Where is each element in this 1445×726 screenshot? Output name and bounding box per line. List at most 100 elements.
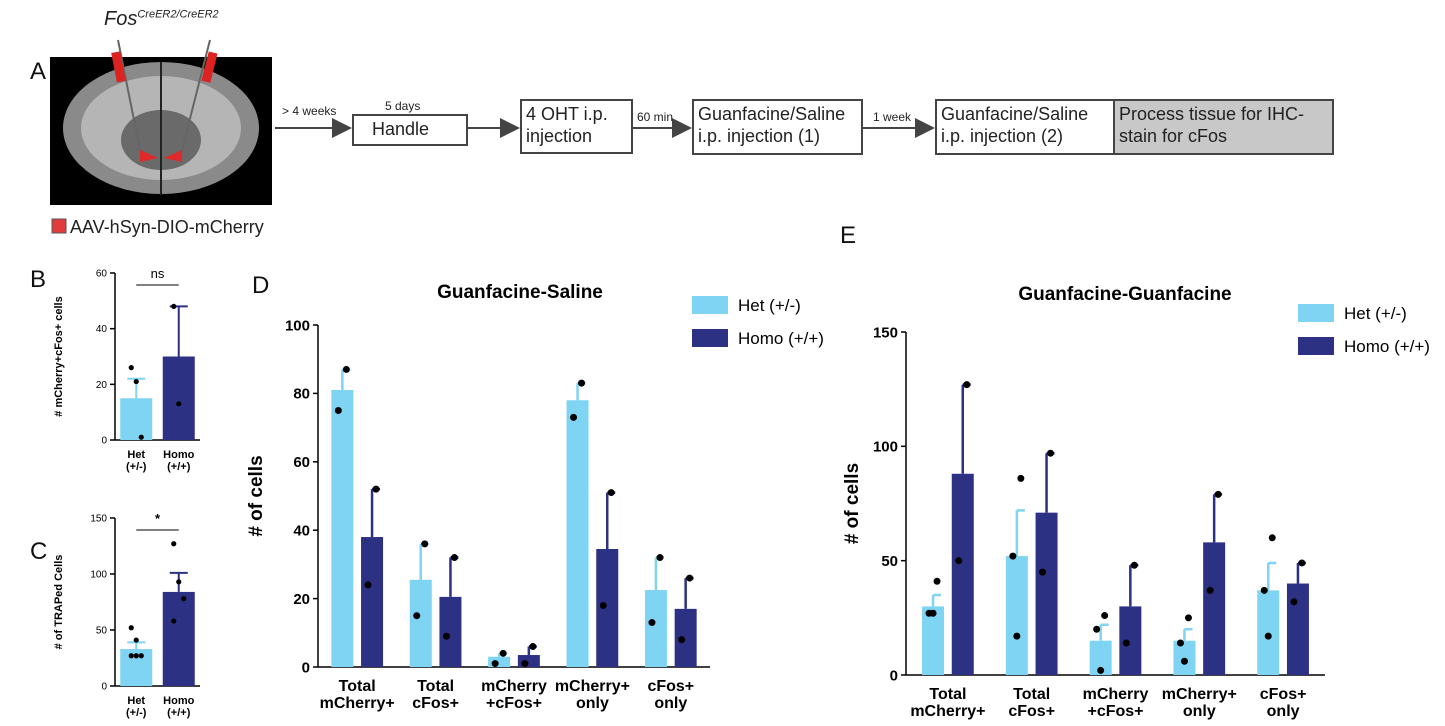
panel-label: D [252, 272, 270, 299]
step-box: Handle [352, 114, 468, 146]
error-bar [1045, 451, 1055, 513]
y-tick-label: 80 [293, 386, 310, 403]
data-point [128, 625, 134, 631]
data-point [138, 653, 144, 659]
y-tick-label: 150 [90, 514, 107, 525]
data-point [529, 642, 537, 650]
bar [566, 400, 589, 667]
data-point [1260, 586, 1268, 594]
data-point [413, 612, 421, 620]
error-bar [449, 556, 459, 597]
bar [922, 606, 945, 675]
injection-site [140, 150, 158, 162]
needle [117, 39, 141, 151]
bar [1035, 512, 1058, 675]
error-bar [931, 593, 942, 607]
data-point [1180, 657, 1188, 665]
error-bar [961, 383, 971, 474]
data-point [1039, 568, 1047, 576]
x-tick-label: mCherry+ only [555, 678, 630, 712]
step-box: Process tissue for IHC-stain for cFos [1113, 99, 1334, 155]
y-tick-label: 100 [90, 570, 107, 581]
syringe [201, 51, 218, 83]
data-point [963, 381, 971, 389]
error-bar [684, 576, 694, 609]
data-point [128, 653, 134, 659]
diagram [50, 39, 935, 234]
significance: ns [151, 266, 165, 281]
y-axis-label: # of TRAPed Cells [53, 555, 65, 650]
bar [951, 473, 974, 675]
error-bar [127, 641, 146, 650]
error-bar [1129, 563, 1139, 607]
error-bar [370, 487, 381, 538]
x-tick-label: Total mCherry+ [910, 686, 985, 720]
bar [162, 591, 195, 686]
data-point [1290, 598, 1298, 606]
bar [331, 389, 354, 667]
mouse-genotype: CreER2/CreER2 [137, 8, 219, 21]
mouse-gene: Fos [104, 8, 138, 30]
data-point [678, 636, 686, 644]
x-tick-label: mCherry +cFos+ [1083, 686, 1149, 720]
mouse-label: FosCreER2/CreER2 [104, 8, 219, 31]
chart-title: Guanfacine-Saline [437, 282, 603, 303]
data-point [176, 579, 182, 585]
data-point [933, 577, 941, 585]
data-point [1184, 614, 1192, 622]
data-point [1097, 666, 1105, 674]
error-bar [419, 542, 429, 580]
data-point [128, 365, 134, 371]
panel-label: B [30, 266, 47, 293]
data-point [491, 660, 499, 668]
data-point [133, 653, 139, 659]
needle [181, 39, 211, 151]
data-point [599, 601, 607, 609]
bar [1005, 556, 1028, 675]
data-point [421, 540, 429, 548]
legend-label: Homo (+/+) [1344, 337, 1430, 356]
data-point [1206, 586, 1214, 594]
data-point [133, 378, 139, 385]
arrow-label: > 4 weeks [282, 104, 337, 118]
x-tick-label: Homo (+/+) [163, 695, 194, 719]
data-point [1047, 449, 1055, 457]
x-tick-label: mCherry+ only [1162, 686, 1237, 720]
data-point [521, 660, 529, 668]
bar [120, 398, 153, 440]
data-point [1101, 612, 1109, 620]
legend-label: Homo (+/+) [738, 329, 824, 348]
data-point [1298, 559, 1306, 567]
error-bar [1267, 561, 1277, 591]
x-tick-label: cFos+ only [1260, 686, 1307, 720]
data-point [499, 649, 507, 657]
data-point [1009, 552, 1017, 560]
step-box: Guanfacine/Saline i.p. injection (2) [935, 99, 1115, 155]
bar [596, 549, 619, 667]
data-point [648, 619, 656, 627]
y-tick-label: 20 [293, 591, 310, 608]
data-point [342, 365, 350, 373]
data-point [133, 637, 139, 643]
data-point [171, 618, 177, 624]
data-point [334, 407, 342, 414]
data-point [181, 596, 187, 602]
y-tick-label: 50 [881, 553, 898, 570]
bar [1119, 606, 1142, 675]
x-tick-label: Total cFos+ [1008, 686, 1055, 720]
significance: * [155, 511, 161, 526]
legend-label: Het (+/-) [1344, 304, 1407, 323]
bar [1089, 640, 1112, 675]
data-point [138, 434, 144, 440]
y-tick-label: 40 [293, 522, 310, 539]
panel-label: A [30, 58, 47, 85]
data-point [1130, 561, 1138, 569]
y-tick-label: 0 [101, 682, 107, 693]
y-tick-label: 60 [293, 454, 310, 471]
data-point [171, 303, 177, 309]
data-point [656, 554, 664, 562]
x-tick-label: Total cFos+ [412, 678, 459, 712]
legend-swatch [51, 218, 67, 234]
error-bar [1212, 493, 1223, 543]
